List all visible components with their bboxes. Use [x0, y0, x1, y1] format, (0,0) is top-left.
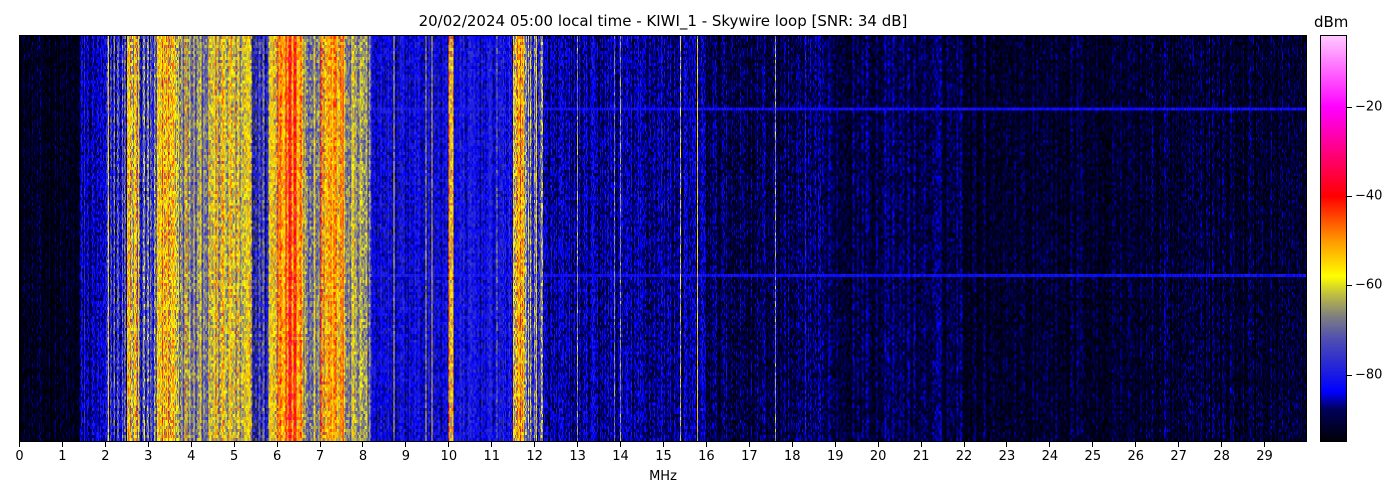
x-tick-label: 7 — [315, 449, 325, 464]
x-tick-label: 23 — [998, 449, 1016, 464]
x-tick-mark — [233, 442, 235, 447]
x-tick-label: 2 — [101, 449, 110, 464]
colorbar — [1320, 35, 1347, 442]
colorbar-tick-mark — [1347, 374, 1352, 376]
x-tick-label: 15 — [655, 449, 672, 464]
x-tick-label: 3 — [144, 449, 153, 464]
x-tick-mark — [577, 442, 579, 447]
x-tick-mark — [61, 442, 63, 447]
x-tick-label: 17 — [741, 449, 758, 464]
x-tick-mark — [1264, 442, 1266, 447]
x-tick-label: 29 — [1256, 449, 1273, 464]
x-tick-label: 14 — [612, 449, 629, 464]
x-tick-label: 0 — [15, 449, 24, 464]
x-tick-mark — [104, 442, 106, 447]
x-tick-mark — [748, 442, 750, 447]
x-tick-mark — [448, 442, 450, 447]
x-tick-label: 11 — [483, 449, 501, 464]
x-tick-label: 27 — [1170, 449, 1187, 464]
colorbar-tick-label: −40 — [1355, 188, 1383, 204]
colorbar-tick-mark — [1347, 285, 1352, 287]
x-tick-label: 6 — [272, 449, 282, 464]
x-tick-label: 18 — [784, 449, 801, 464]
x-tick-label: 19 — [826, 449, 844, 464]
x-tick-label: 13 — [569, 449, 586, 464]
colorbar-tick-mark — [1347, 106, 1352, 108]
x-tick-label: 28 — [1213, 449, 1230, 464]
x-tick-mark — [1092, 442, 1094, 447]
x-tick-label: 26 — [1127, 449, 1145, 464]
x-tick-label: 5 — [230, 449, 239, 464]
x-tick-mark — [190, 442, 192, 447]
colorbar-tick-label: −20 — [1355, 99, 1383, 115]
x-tick-mark — [362, 442, 364, 447]
x-tick-mark — [834, 442, 836, 447]
x-tick-mark — [1049, 442, 1051, 447]
x-tick-label: 25 — [1084, 449, 1102, 464]
x-tick-label: 20 — [869, 449, 887, 464]
waterfall-plot-area — [19, 35, 1307, 442]
x-tick-mark — [1135, 442, 1137, 447]
x-tick-label: 21 — [912, 449, 930, 464]
x-tick-label: 10 — [440, 449, 458, 464]
x-tick-mark — [791, 442, 793, 447]
x-tick-label: 12 — [526, 449, 543, 464]
x-tick-mark — [620, 442, 622, 447]
x-tick-label: 24 — [1041, 449, 1059, 464]
x-tick-mark — [1006, 442, 1008, 447]
colorbar-label: dBm — [1314, 13, 1349, 31]
x-tick-mark — [1221, 442, 1223, 447]
chart-title: 20/02/2024 05:00 local time - KIWI_1 - S… — [418, 12, 908, 30]
x-tick-label: 4 — [187, 449, 196, 464]
colorbar-tick-label: −60 — [1355, 277, 1383, 293]
waterfall-heatmap — [20, 36, 1306, 441]
colorbar-tick-label: −80 — [1355, 367, 1383, 383]
x-axis-label: MHz — [649, 469, 677, 484]
x-tick-label: 22 — [955, 449, 973, 464]
colorbar-gradient — [1321, 36, 1346, 441]
x-tick-mark — [663, 442, 664, 447]
colorbar-tick-mark — [1347, 196, 1352, 197]
x-tick-mark — [534, 442, 536, 447]
x-tick-label: 9 — [401, 449, 411, 464]
x-tick-mark — [147, 442, 149, 447]
x-tick-label: 16 — [698, 449, 715, 464]
x-tick-label: 1 — [58, 449, 67, 464]
x-tick-mark — [920, 442, 922, 447]
x-tick-label: 8 — [358, 449, 368, 464]
x-tick-mark — [491, 442, 493, 447]
x-tick-mark — [319, 442, 321, 447]
x-tick-mark — [276, 442, 278, 447]
x-tick-mark — [1178, 442, 1180, 447]
x-tick-mark — [705, 442, 707, 447]
x-tick-mark — [405, 442, 407, 447]
x-tick-mark — [19, 442, 20, 447]
x-tick-mark — [877, 442, 879, 447]
x-tick-mark — [963, 442, 965, 447]
